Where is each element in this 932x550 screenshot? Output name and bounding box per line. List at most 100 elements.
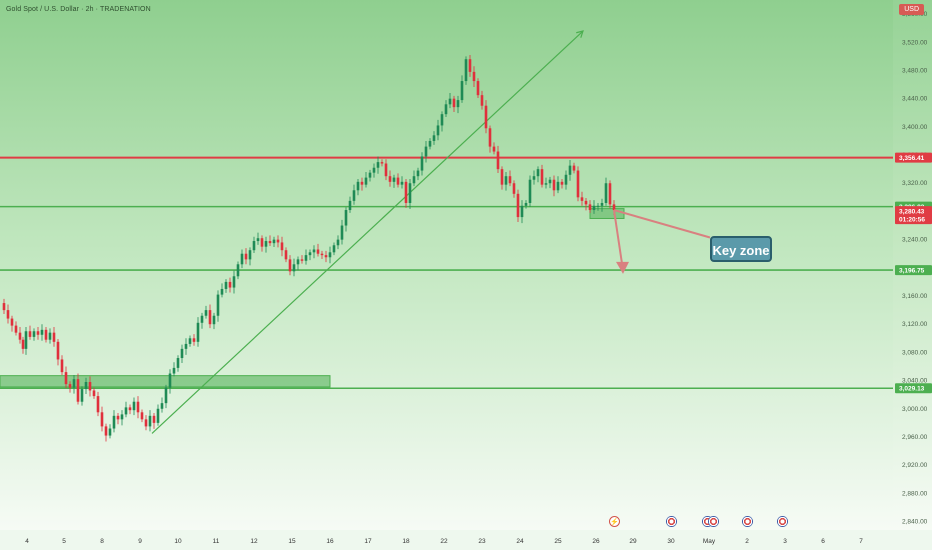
candle-body xyxy=(292,264,296,272)
candle-body xyxy=(536,169,540,177)
candle-body xyxy=(300,259,304,261)
x-tick-label: 15 xyxy=(288,538,296,545)
us-flag-event-icon[interactable] xyxy=(742,516,753,527)
x-tick-label: 3 xyxy=(783,538,787,545)
x-tick-label: 25 xyxy=(554,538,562,545)
candle-body xyxy=(472,71,476,82)
candle-body xyxy=(564,174,568,185)
price-axis[interactable] xyxy=(893,0,932,530)
candle-body xyxy=(10,318,14,326)
y-tick-label: 3,160.00 xyxy=(902,293,928,300)
candle-body xyxy=(324,255,328,258)
candle-body xyxy=(144,419,148,427)
candle-body xyxy=(208,310,212,325)
projection-arrow xyxy=(613,209,623,264)
candle-body xyxy=(504,176,508,185)
y-tick-label: 3,000.00 xyxy=(902,406,928,413)
x-tick-label: 2 xyxy=(745,538,749,545)
candle-body xyxy=(552,179,556,191)
time-axis[interactable] xyxy=(0,530,932,550)
candle-body xyxy=(24,331,28,349)
candle-body xyxy=(592,205,596,211)
candle-body xyxy=(76,379,80,402)
candle-body xyxy=(396,177,400,185)
candle-body xyxy=(408,183,412,203)
candle-body xyxy=(524,202,528,206)
candle-body xyxy=(40,329,44,335)
candle-body xyxy=(156,408,160,423)
currency-badge[interactable]: USD xyxy=(899,4,924,15)
candle-body xyxy=(104,426,108,436)
candle-body xyxy=(520,205,524,218)
x-tick-label: 16 xyxy=(326,538,334,545)
x-tick-label: May xyxy=(703,538,716,545)
plot-area[interactable] xyxy=(0,0,893,530)
candle-body xyxy=(540,169,544,185)
us-flag-event-icon[interactable] xyxy=(702,516,713,527)
y-tick-label: 2,960.00 xyxy=(902,434,928,441)
x-tick-label: 6 xyxy=(821,538,825,545)
us-flag-event-icon[interactable] xyxy=(777,516,788,527)
candle-body xyxy=(64,372,68,385)
candle-body xyxy=(448,98,452,105)
candle-body xyxy=(308,252,312,256)
key-zone-annotation[interactable]: Key zone xyxy=(710,236,772,262)
candle-body xyxy=(224,281,228,289)
candle-body xyxy=(228,281,232,288)
candle-body xyxy=(480,95,484,106)
lightning-event-icon[interactable]: ⚡ xyxy=(609,516,620,527)
candle-body xyxy=(404,181,408,203)
candle-body xyxy=(316,249,320,254)
candle-body xyxy=(56,341,60,360)
candle-body xyxy=(560,181,564,185)
level-price-label: 3,196.75 xyxy=(899,268,925,275)
candle-body xyxy=(372,167,376,173)
level-price-label-bg xyxy=(895,152,932,163)
candle-body xyxy=(136,401,140,413)
candle-body xyxy=(340,225,344,240)
candle-body xyxy=(364,177,368,185)
candle-body xyxy=(152,415,156,423)
candle-body xyxy=(416,170,420,177)
candle-body xyxy=(2,303,6,311)
candle-body xyxy=(604,183,608,203)
candle-body xyxy=(268,241,272,244)
candle-body xyxy=(412,176,416,184)
x-tick-label: 12 xyxy=(250,538,258,545)
x-tick-label: 8 xyxy=(100,538,104,545)
candle-body xyxy=(356,181,360,191)
candle-body xyxy=(248,250,252,260)
y-tick-label: 3,480.00 xyxy=(902,67,928,74)
y-tick-label: 3,320.00 xyxy=(902,180,928,187)
current-price-badge xyxy=(895,206,932,225)
countdown-label: 01:20:56 xyxy=(899,217,925,224)
candle-body xyxy=(492,146,496,152)
candle-body xyxy=(192,338,196,342)
candle-body xyxy=(240,253,244,265)
candle-body xyxy=(360,181,364,185)
candle-body xyxy=(580,197,584,201)
symbol-title[interactable]: Gold Spot / U.S. Dollar · 2h · TRADENATI… xyxy=(6,6,151,13)
candle-body xyxy=(14,325,18,333)
trendline-arrowhead xyxy=(576,30,584,38)
candle-body xyxy=(48,332,52,340)
candle-body xyxy=(460,81,464,101)
y-tick-label: 3,240.00 xyxy=(902,237,928,244)
candle-body xyxy=(288,259,292,272)
candle-body xyxy=(572,165,576,171)
candle-body xyxy=(348,200,352,211)
candle-body xyxy=(244,253,248,260)
candle-body xyxy=(384,163,388,177)
x-tick-label: 17 xyxy=(364,538,372,545)
candle-body xyxy=(424,146,428,157)
y-tick-label: 2,840.00 xyxy=(902,519,928,526)
us-flag-event-icon[interactable] xyxy=(708,516,719,527)
candle-body xyxy=(196,322,200,342)
y-tick-label: 2,920.00 xyxy=(902,462,928,469)
us-flag-event-icon[interactable] xyxy=(666,516,677,527)
projection-arrowhead xyxy=(616,261,629,274)
candle-body xyxy=(516,193,520,218)
x-tick-label: 4 xyxy=(25,538,29,545)
candle-body xyxy=(332,245,336,253)
y-tick-label: 3,440.00 xyxy=(902,96,928,103)
